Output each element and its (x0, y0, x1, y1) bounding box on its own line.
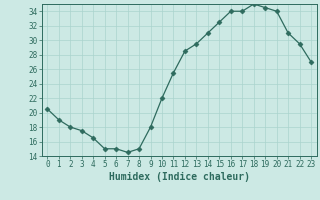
X-axis label: Humidex (Indice chaleur): Humidex (Indice chaleur) (109, 172, 250, 182)
